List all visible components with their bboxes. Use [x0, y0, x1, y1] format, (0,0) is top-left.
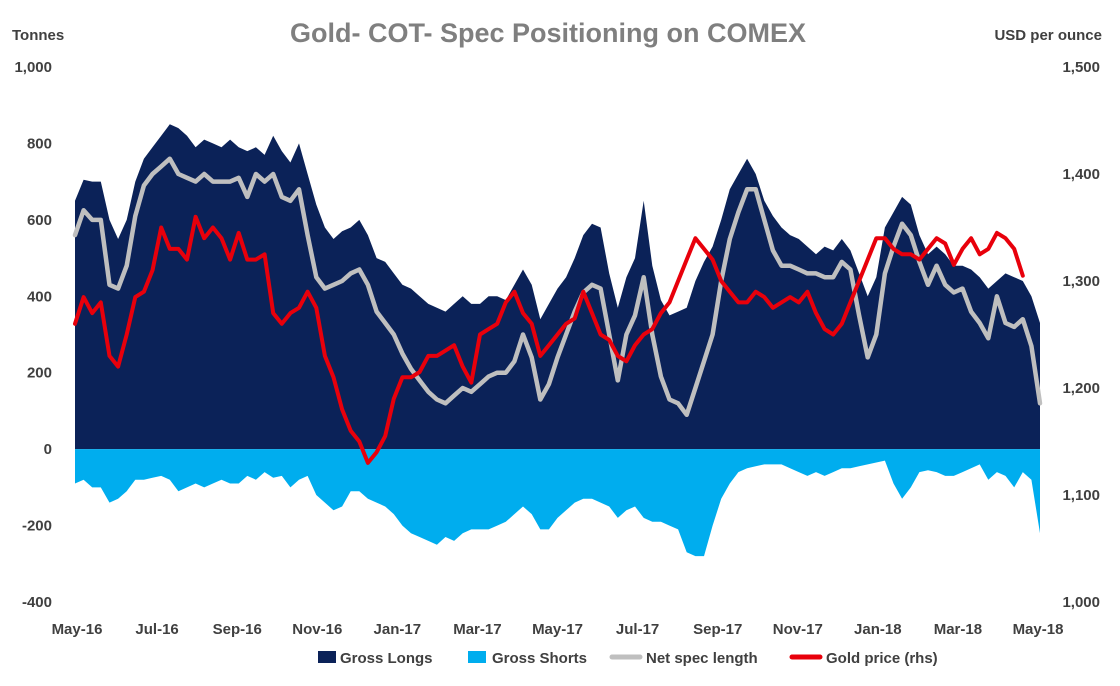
x-tick-label: May-16 — [52, 621, 103, 638]
x-tick-label: Jul-17 — [616, 621, 659, 638]
left-axis-title: Tonnes — [12, 27, 64, 44]
left-tick-label: 800 — [27, 135, 52, 152]
x-tick-label: May-18 — [1013, 621, 1064, 638]
gross-longs-area — [75, 124, 1040, 450]
legend-label: Gross Longs — [340, 650, 433, 667]
legend-label: Gross Shorts — [492, 650, 587, 667]
right-tick-label: 1,100 — [1062, 487, 1100, 504]
gross-shorts-area — [75, 449, 1040, 557]
right-axis-ticks: 1,500 1,400 1,300 1,200 1,100 1,000 — [1062, 59, 1100, 611]
x-tick-label: May-17 — [532, 621, 583, 638]
gold-price-rhs-line — [73, 214, 1025, 465]
left-tick-label: -400 — [22, 594, 52, 611]
left-tick-label: 0 — [44, 441, 52, 458]
left-tick-label: 600 — [27, 212, 52, 229]
x-tick-label: Nov-16 — [292, 621, 342, 638]
left-axis-ticks: 1,000 800 600 400 200 0 -200 -400 — [14, 59, 52, 611]
x-axis-ticks: May-16 Jul-16 Sep-16 Nov-16 Jan-17 Mar-17 May-… — [52, 621, 1064, 638]
x-tick-label: Sep-17 — [693, 621, 742, 638]
plot-area — [72, 124, 1043, 557]
left-tick-label: 1,000 — [14, 59, 52, 76]
x-tick-label: Mar-18 — [934, 621, 982, 638]
legend-label: Net spec length — [646, 650, 758, 667]
x-tick-label: Nov-17 — [773, 621, 823, 638]
x-tick-label: Jan-17 — [374, 621, 422, 638]
right-tick-label: 1,300 — [1062, 273, 1100, 290]
left-tick-label: 200 — [27, 365, 52, 382]
right-axis-title: USD per ounce — [994, 27, 1102, 44]
x-tick-label: Jul-16 — [135, 621, 178, 638]
gross-shorts-legend-swatch — [468, 651, 486, 663]
left-tick-label: 400 — [27, 288, 52, 305]
x-tick-label: Sep-16 — [213, 621, 262, 638]
x-tick-label: Mar-17 — [453, 621, 501, 638]
legend: Gross Longs Gross Shorts Net spec length Go… — [318, 650, 938, 667]
legend-label: Gold price (rhs) — [826, 650, 938, 667]
right-tick-label: 1,500 — [1062, 59, 1100, 76]
x-tick-label: Jan-18 — [854, 621, 902, 638]
gross-longs-legend-swatch — [318, 651, 336, 663]
right-tick-label: 1,400 — [1062, 166, 1100, 183]
net-spec-length-line — [72, 156, 1043, 418]
chart-title: Gold- COT- Spec Positioning on COMEX — [290, 18, 806, 48]
left-tick-label: -200 — [22, 518, 52, 535]
right-tick-label: 1,000 — [1062, 594, 1100, 611]
right-tick-label: 1,200 — [1062, 380, 1100, 397]
